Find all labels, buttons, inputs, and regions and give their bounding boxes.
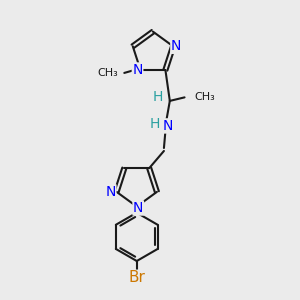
Text: N: N bbox=[163, 119, 173, 133]
Text: N: N bbox=[132, 63, 143, 77]
Text: H: H bbox=[152, 90, 163, 104]
Text: CH₃: CH₃ bbox=[98, 68, 118, 78]
Text: H: H bbox=[150, 118, 160, 131]
Text: CH₃: CH₃ bbox=[195, 92, 216, 102]
Text: N: N bbox=[133, 201, 143, 215]
Text: N: N bbox=[106, 185, 116, 199]
Text: N: N bbox=[171, 39, 181, 53]
Text: Br: Br bbox=[128, 270, 145, 285]
